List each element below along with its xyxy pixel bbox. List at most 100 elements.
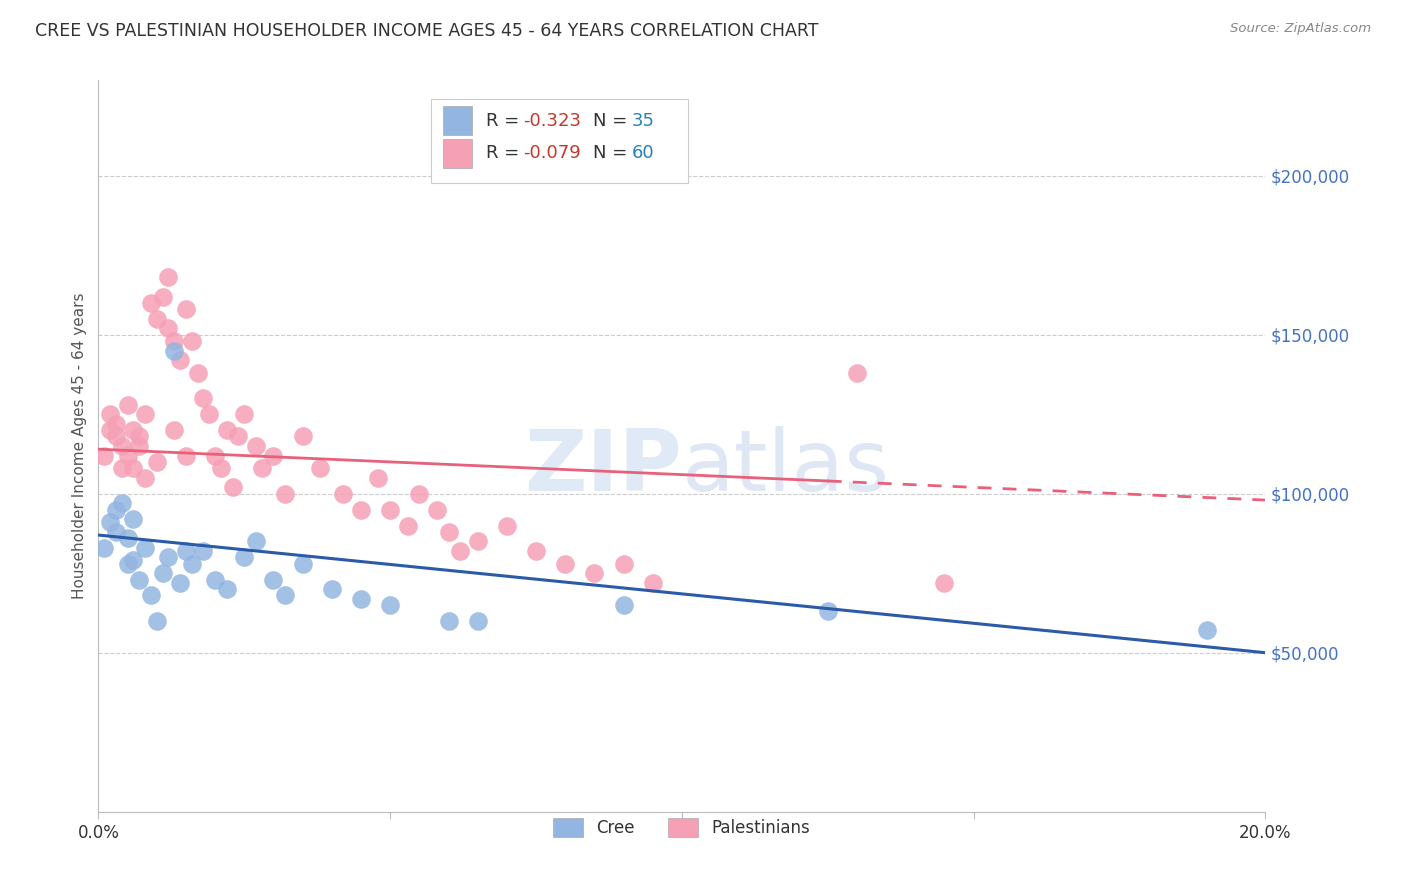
Point bbox=[291, 429, 314, 443]
FancyBboxPatch shape bbox=[443, 139, 472, 168]
Point bbox=[104, 429, 127, 443]
Point bbox=[204, 449, 226, 463]
Point bbox=[350, 502, 373, 516]
Point bbox=[128, 429, 150, 443]
Point bbox=[93, 449, 115, 463]
Point bbox=[134, 541, 156, 555]
Point bbox=[117, 398, 139, 412]
Text: N =: N = bbox=[593, 145, 633, 162]
Text: Source: ZipAtlas.com: Source: ZipAtlas.com bbox=[1230, 22, 1371, 36]
Point bbox=[274, 486, 297, 500]
Point bbox=[169, 353, 191, 368]
Point bbox=[221, 480, 243, 494]
Point bbox=[122, 461, 145, 475]
Point bbox=[122, 512, 145, 526]
Point bbox=[583, 566, 606, 581]
Point bbox=[128, 439, 150, 453]
Point bbox=[467, 534, 489, 549]
Point bbox=[198, 407, 221, 421]
Point bbox=[111, 439, 134, 453]
Point bbox=[204, 573, 226, 587]
Point bbox=[193, 544, 215, 558]
Point bbox=[104, 502, 127, 516]
Point bbox=[641, 575, 664, 590]
Point bbox=[193, 392, 215, 406]
Point bbox=[139, 589, 162, 603]
Point bbox=[817, 604, 839, 618]
Point bbox=[408, 486, 430, 500]
Text: ZIP: ZIP bbox=[524, 426, 682, 509]
Point bbox=[233, 550, 256, 565]
Point bbox=[111, 461, 134, 475]
Point bbox=[117, 531, 139, 545]
Point bbox=[104, 524, 127, 539]
Point bbox=[467, 614, 489, 628]
Point bbox=[157, 270, 180, 285]
Point bbox=[250, 461, 273, 475]
Point bbox=[262, 449, 284, 463]
Point bbox=[215, 582, 238, 596]
Point bbox=[163, 334, 186, 348]
Point bbox=[146, 311, 169, 326]
Point bbox=[134, 471, 156, 485]
Point bbox=[367, 471, 389, 485]
Point bbox=[449, 544, 471, 558]
Point bbox=[157, 321, 180, 335]
Text: N =: N = bbox=[593, 112, 633, 129]
FancyBboxPatch shape bbox=[443, 106, 472, 136]
Point bbox=[139, 296, 162, 310]
Point bbox=[93, 541, 115, 555]
Point bbox=[496, 518, 519, 533]
Point bbox=[98, 423, 121, 437]
Point bbox=[98, 516, 121, 530]
Text: CREE VS PALESTINIAN HOUSEHOLDER INCOME AGES 45 - 64 YEARS CORRELATION CHART: CREE VS PALESTINIAN HOUSEHOLDER INCOME A… bbox=[35, 22, 818, 40]
Point bbox=[309, 461, 332, 475]
Point bbox=[187, 366, 209, 380]
Point bbox=[934, 575, 956, 590]
Point bbox=[291, 557, 314, 571]
Point bbox=[134, 407, 156, 421]
Point bbox=[169, 575, 191, 590]
Point bbox=[174, 302, 197, 317]
Point bbox=[163, 423, 186, 437]
Point bbox=[426, 502, 449, 516]
Point bbox=[245, 439, 267, 453]
Text: 35: 35 bbox=[631, 112, 655, 129]
Point bbox=[209, 461, 232, 475]
Point bbox=[152, 566, 174, 581]
Point bbox=[245, 534, 267, 549]
Point bbox=[437, 614, 460, 628]
Text: R =: R = bbox=[486, 145, 524, 162]
Point bbox=[321, 582, 343, 596]
Point bbox=[332, 486, 354, 500]
Point bbox=[228, 429, 250, 443]
Point bbox=[612, 598, 634, 612]
Point bbox=[437, 524, 460, 539]
Point bbox=[396, 518, 419, 533]
Point bbox=[524, 544, 547, 558]
Text: -0.323: -0.323 bbox=[523, 112, 581, 129]
Point bbox=[846, 366, 869, 380]
Point bbox=[146, 455, 169, 469]
Point bbox=[215, 423, 238, 437]
Point bbox=[122, 553, 145, 567]
Point bbox=[117, 449, 139, 463]
Point bbox=[157, 550, 180, 565]
Point bbox=[98, 407, 121, 421]
Point bbox=[152, 289, 174, 303]
Legend: Cree, Palestinians: Cree, Palestinians bbox=[547, 811, 817, 844]
Point bbox=[233, 407, 256, 421]
Point bbox=[122, 423, 145, 437]
Point bbox=[350, 591, 373, 606]
Point bbox=[180, 557, 202, 571]
Y-axis label: Householder Income Ages 45 - 64 years: Householder Income Ages 45 - 64 years bbox=[72, 293, 87, 599]
Point bbox=[174, 449, 197, 463]
Text: R =: R = bbox=[486, 112, 524, 129]
Point bbox=[117, 557, 139, 571]
Point bbox=[274, 589, 297, 603]
Point bbox=[554, 557, 576, 571]
Point bbox=[104, 417, 127, 431]
Point bbox=[180, 334, 202, 348]
Point bbox=[1195, 624, 1218, 638]
Point bbox=[612, 557, 634, 571]
